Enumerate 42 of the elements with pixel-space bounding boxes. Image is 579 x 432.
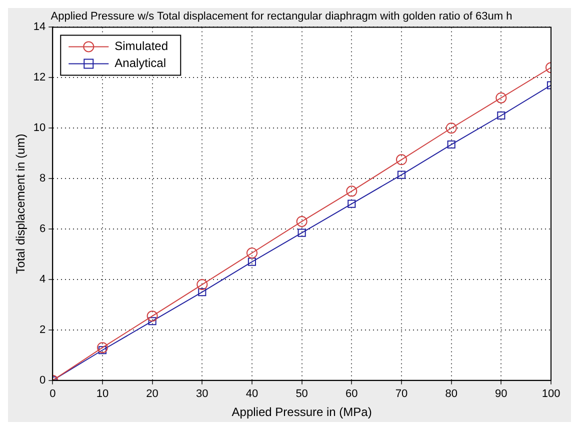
point: [446, 122, 457, 134]
y-tick-label: 0: [40, 374, 46, 386]
x-tick-label: 50: [296, 388, 308, 400]
x-tick-label: 30: [196, 388, 208, 400]
point: [346, 186, 358, 197]
point: [447, 140, 456, 149]
x-tick-label: 10: [96, 388, 109, 400]
point: [396, 154, 407, 166]
point: [246, 247, 258, 258]
x-tick-label: 20: [146, 388, 158, 400]
legend-label: Simulated: [114, 39, 168, 54]
y-tick-label: 10: [33, 122, 46, 134]
y-tick-label: 2: [40, 324, 46, 336]
y-tick-label: 4: [40, 274, 46, 286]
y-axis-title: Total displacement in (um): [14, 134, 28, 274]
x-tick-label: 60: [346, 388, 358, 400]
point: [497, 111, 506, 120]
point: [146, 310, 158, 322]
y-tick-label: 12: [33, 72, 46, 84]
y-tick-label: 8: [40, 172, 46, 185]
point: [148, 317, 156, 326]
x-tick-label: 100: [542, 388, 560, 400]
point: [98, 346, 107, 354]
point: [96, 342, 108, 354]
point: [248, 258, 256, 266]
y-tick-label: 6: [40, 223, 46, 236]
point: [298, 228, 306, 237]
x-tick-label: 80: [445, 388, 458, 400]
legend-label: Analytical: [114, 56, 166, 70]
point: [196, 279, 208, 290]
chart-title: Applied Pressure w/s Total displacement for rectangular diaphragm with golden ratio of 63um h: [50, 10, 512, 23]
point: [397, 170, 406, 179]
x-tick-label: 90: [495, 388, 508, 400]
y-tick-label: 14: [33, 21, 46, 34]
point: [496, 92, 507, 104]
point: [296, 216, 308, 227]
x-tick-label: 0: [50, 388, 56, 400]
point: [198, 288, 206, 296]
x-tick-label: 70: [395, 388, 408, 400]
x-tick-label: 40: [246, 388, 258, 400]
x-axis-title: Applied Pressure in (MPa): [232, 405, 372, 420]
point: [348, 200, 356, 208]
